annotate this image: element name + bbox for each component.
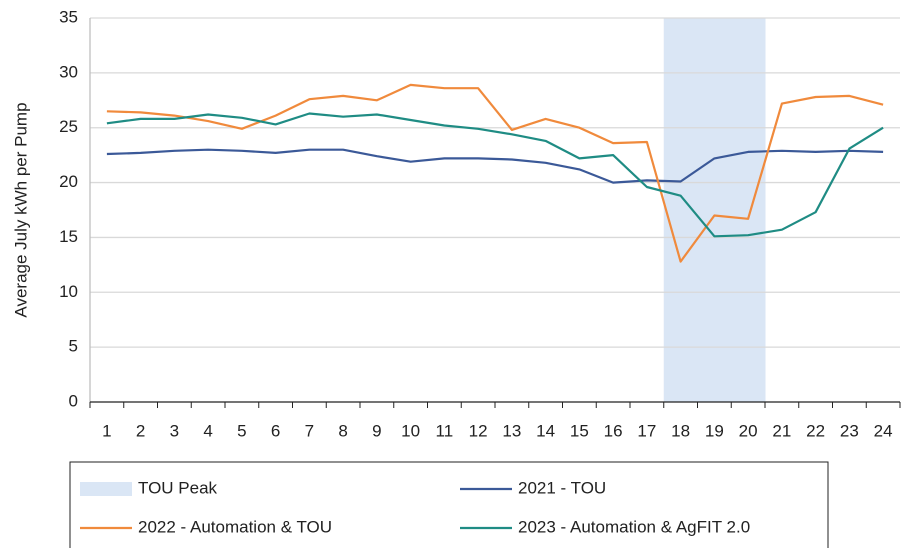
legend-label: 2023 - Automation & AgFIT 2.0 [518, 517, 750, 536]
x-tick-label: 7 [305, 421, 314, 440]
x-tick-label: 20 [739, 421, 758, 440]
y-tick-label: 5 [69, 337, 78, 356]
y-tick-label: 30 [59, 62, 78, 81]
x-tick-label: 18 [671, 421, 690, 440]
y-tick-label: 15 [59, 227, 78, 246]
y-tick-label: 0 [69, 391, 78, 410]
x-tick-label: 2 [136, 421, 145, 440]
x-tick-label: 19 [705, 421, 724, 440]
x-tick-label: 13 [502, 421, 521, 440]
x-tick-label: 4 [203, 421, 212, 440]
x-tick-label: 17 [637, 421, 656, 440]
legend-label: 2021 - TOU [518, 478, 606, 497]
y-tick-label: 35 [59, 7, 78, 26]
y-tick-label: 10 [59, 282, 78, 301]
x-tick-label: 23 [840, 421, 859, 440]
legend-label: TOU Peak [138, 478, 218, 497]
x-tick-label: 10 [401, 421, 420, 440]
x-tick-label: 5 [237, 421, 246, 440]
x-tick-label: 12 [469, 421, 488, 440]
x-tick-label: 11 [436, 421, 454, 440]
x-tick-label: 24 [874, 421, 893, 440]
legend-box [69, 461, 829, 548]
x-tick-label: 6 [271, 421, 280, 440]
x-tick-label: 21 [772, 421, 791, 440]
y-tick-label: 25 [59, 117, 78, 136]
line-series [106, 83, 884, 263]
shaded-band [731, 18, 766, 402]
x-tick-label: 14 [536, 421, 555, 440]
x-tick-label: 15 [570, 421, 589, 440]
line-series [106, 148, 884, 184]
line-series [106, 112, 884, 238]
x-tick-label: 16 [604, 421, 623, 440]
shaded-band [697, 18, 732, 402]
x-tick-label: 8 [338, 421, 347, 440]
x-tick-label: 3 [170, 421, 179, 440]
legend-label: 2022 - Automation & TOU [138, 517, 332, 536]
x-tick-label: 1 [102, 421, 111, 440]
y-tick-label: 20 [59, 172, 78, 191]
x-tick-label: 9 [372, 421, 381, 440]
x-tick-label: 22 [806, 421, 825, 440]
y-axis-label: Average July kWh per Pump [11, 102, 30, 317]
legend-swatch [80, 482, 132, 496]
